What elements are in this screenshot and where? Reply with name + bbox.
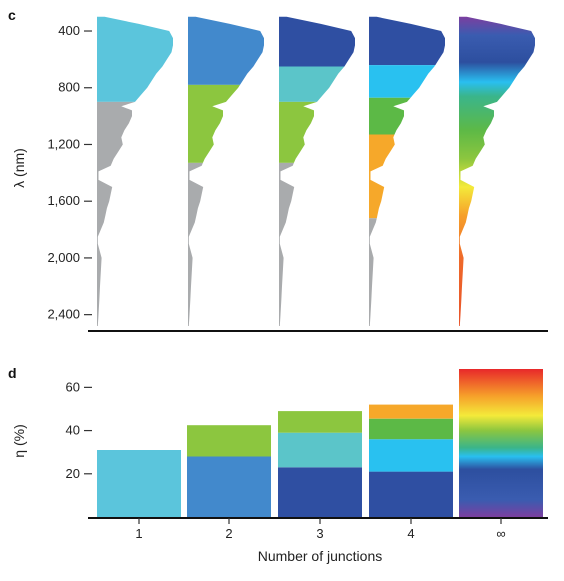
panel-c-y-tick-label: 2,000 (47, 250, 80, 265)
panel-d-x-tick-label: 2 (225, 526, 232, 541)
spectrum-band (369, 16, 445, 66)
bar-stack-3 (278, 411, 362, 517)
spectrum-band (279, 101, 317, 163)
panel-d-y-tick-label: 40 (66, 423, 80, 438)
bar-segment (369, 471, 453, 517)
panel-c-label: c (8, 7, 16, 23)
panel-d-y-axis: 20 40 60 (66, 379, 92, 481)
spectrum-band (279, 66, 345, 102)
spectrum-band-continuous (459, 16, 535, 327)
spectrum-band (369, 97, 411, 135)
spectrum-band (279, 16, 355, 67)
spectrum-band (97, 101, 135, 327)
bar-stack-4 (369, 404, 453, 517)
panel-c-y-tick-label: 2,400 (47, 307, 80, 322)
panel-d-x-axis-title: Number of junctions (258, 548, 383, 564)
bar-segment-continuous (459, 369, 543, 517)
bar-stack-infinite (459, 369, 543, 517)
bar-stack-2 (187, 425, 271, 517)
spectrum-column-1 (97, 16, 173, 327)
spectrum-band (188, 84, 240, 163)
spectrum-column-5 (459, 16, 535, 327)
panel-c-y-axis-title: λ (nm) (11, 148, 27, 188)
panel-d-y-tick-label: 60 (66, 379, 80, 394)
bar-segment (369, 439, 453, 472)
bar-segment (278, 411, 362, 433)
spectrum-band (369, 218, 377, 326)
panel-c-y-tick-label: 400 (58, 23, 80, 38)
panel-d-x-tick-label: 3 (316, 526, 323, 541)
bar-segment (187, 456, 271, 517)
spectrum-band (97, 16, 173, 102)
spectrum-band (369, 134, 395, 219)
panel-c-y-tick-label: 800 (58, 80, 80, 95)
bar-segment (97, 450, 181, 517)
panel-d-x-tick-label: 1 (135, 526, 142, 541)
spectrum-band (279, 162, 295, 326)
panel-d-y-tick-label: 20 (66, 466, 80, 481)
bar-segment (278, 432, 362, 468)
bar-segment (187, 425, 271, 457)
panel-d-x-tick-label: ∞ (496, 526, 505, 541)
spectrum-band (369, 65, 436, 98)
panel-d-y-axis-title: η (%) (11, 424, 27, 457)
bar-segment (278, 467, 362, 517)
spectrum-column-4 (369, 16, 445, 326)
spectrum-band (188, 162, 204, 326)
panel-d-bars (97, 369, 543, 517)
panel-d-label: d (8, 365, 17, 381)
bar-segment (369, 404, 453, 419)
spectrum-column-3 (279, 16, 355, 326)
spectrum-band (188, 16, 264, 85)
spectrum-column-2 (188, 16, 264, 326)
panel-c-y-tick-label: 1,600 (47, 193, 80, 208)
panel-d-x-axis: 1 2 3 4 ∞ (135, 518, 506, 541)
panel-c-y-tick-label: 1,200 (47, 136, 80, 151)
panel-d-x-tick-label: 4 (407, 526, 414, 541)
panel-c-y-axis: 400 800 1,200 1,600 2,000 2,400 (47, 23, 92, 322)
panel-c-spectra (97, 16, 535, 327)
bar-segment (369, 418, 453, 440)
bar-stack-1 (97, 450, 181, 517)
